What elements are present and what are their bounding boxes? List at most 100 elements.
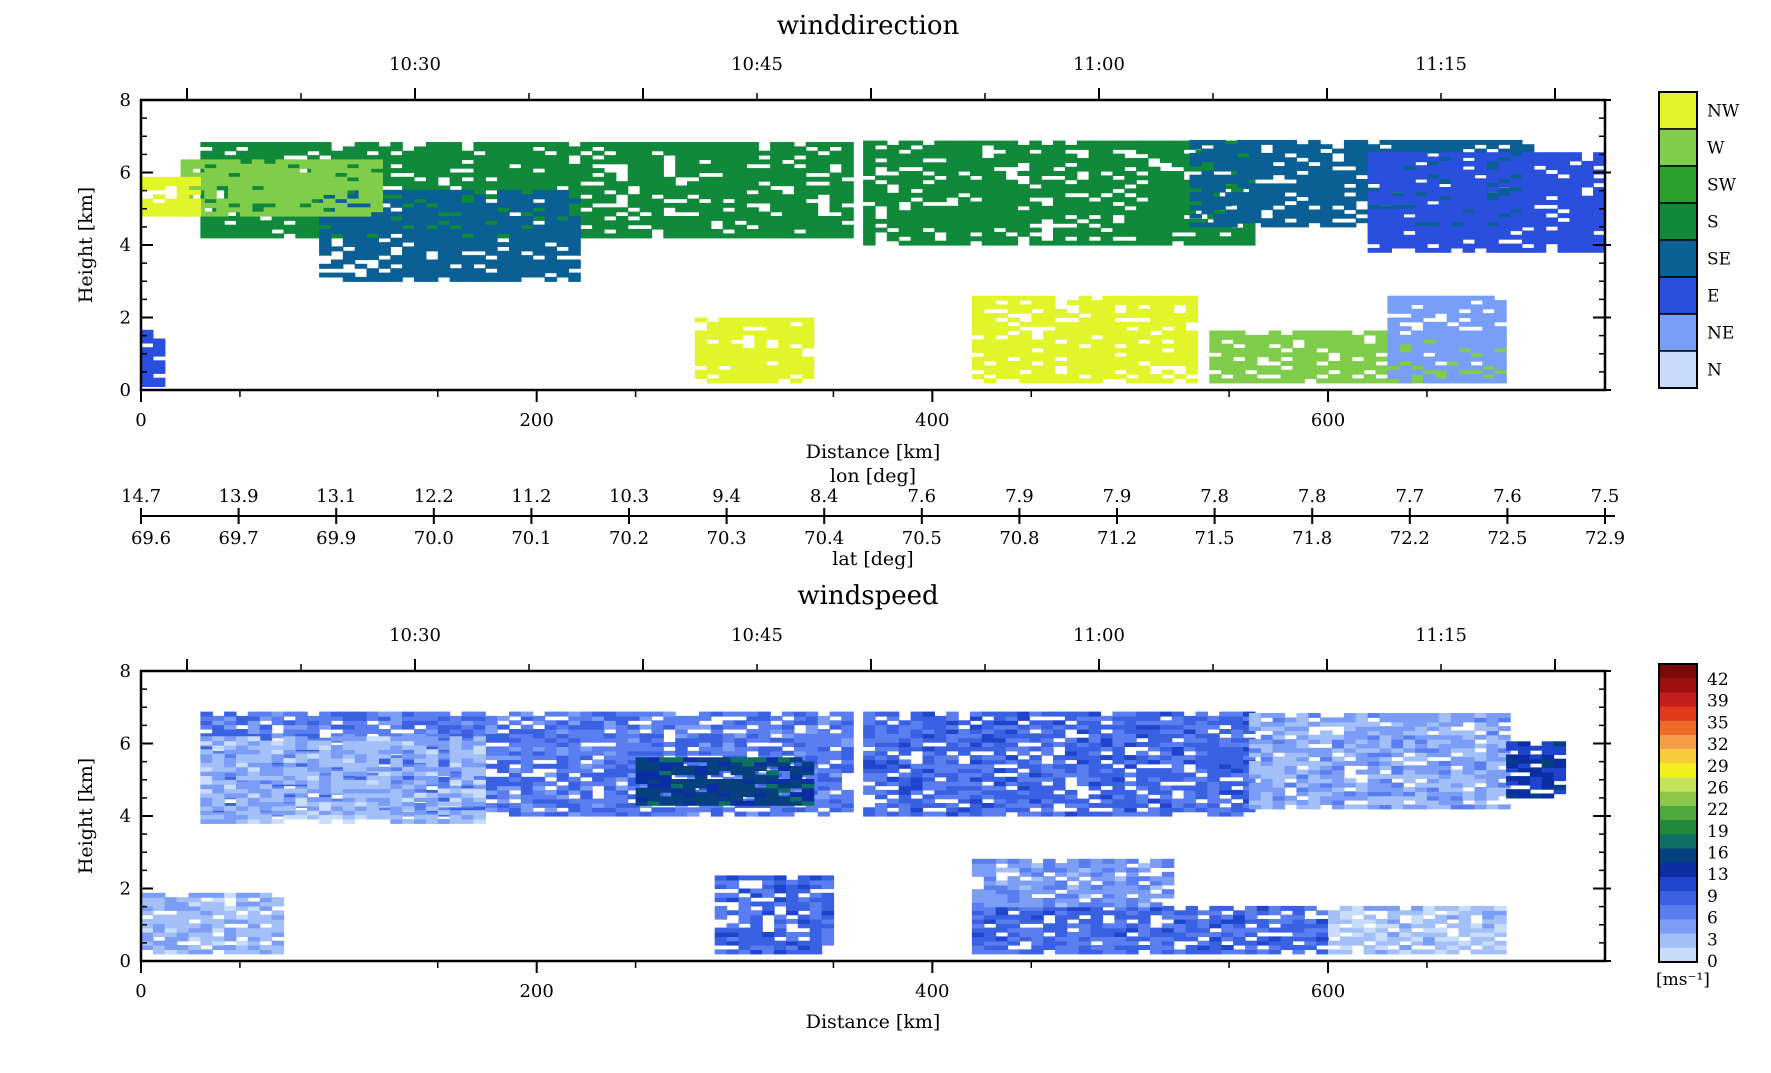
data-cell — [485, 794, 498, 800]
data-cell — [200, 216, 213, 221]
data-cell — [532, 798, 546, 804]
data-cell — [801, 317, 815, 323]
data-cell — [1292, 334, 1305, 340]
data-cell — [1581, 217, 1594, 223]
data-cell — [544, 163, 558, 169]
data-cell — [1462, 139, 1476, 145]
data-cell — [1593, 234, 1606, 240]
data-cell — [1078, 304, 1092, 310]
data-cell — [1470, 339, 1483, 345]
data-cell — [1189, 196, 1202, 202]
data-cell — [1112, 140, 1125, 146]
data-cell — [568, 768, 581, 774]
data-cell — [1581, 230, 1594, 236]
data-cell — [1041, 214, 1054, 220]
data-cell — [390, 202, 403, 208]
data-cell — [1474, 148, 1487, 154]
data-cell — [330, 216, 344, 221]
data-cell — [354, 263, 368, 269]
data-cell — [934, 166, 947, 172]
data-cell — [239, 189, 253, 195]
data-cell — [1171, 140, 1185, 146]
data-cell — [663, 176, 676, 182]
data-cell — [1053, 162, 1066, 168]
data-cell — [993, 205, 1007, 211]
data-cell — [1260, 183, 1274, 189]
data-cell — [1545, 152, 1559, 158]
data-cell — [497, 768, 510, 774]
data-cell — [1159, 210, 1173, 216]
data-cell — [1233, 369, 1246, 375]
data-cell — [1458, 321, 1472, 327]
data-cell — [1055, 321, 1068, 327]
data-cell — [556, 259, 569, 265]
data-cell — [544, 276, 558, 282]
data-cell — [1355, 179, 1369, 184]
data-cell — [200, 715, 213, 721]
data-cell — [1066, 343, 1080, 349]
data-cell — [1438, 196, 1452, 202]
data-cell — [1292, 356, 1305, 362]
data-cell — [556, 733, 569, 739]
data-cell — [354, 142, 368, 147]
data-cell — [311, 189, 324, 195]
data-cell — [983, 352, 997, 358]
data-cell — [1438, 179, 1452, 184]
data-cell — [299, 194, 312, 200]
data-cell — [910, 162, 924, 168]
data-cell — [1055, 347, 1068, 353]
data-cell — [1470, 369, 1483, 375]
data-cell — [437, 759, 451, 765]
data-cell — [556, 242, 569, 247]
data-cell — [1438, 221, 1452, 227]
time-label: 11:15 — [1415, 54, 1467, 75]
data-cell — [1272, 139, 1286, 145]
data-cell — [568, 711, 581, 717]
data-cell — [509, 772, 522, 778]
data-cell — [378, 233, 391, 239]
data-cell — [1201, 192, 1214, 198]
data-cell — [224, 733, 237, 739]
data-cell — [1284, 161, 1297, 167]
data-cell — [485, 763, 498, 769]
data-cell — [366, 250, 379, 256]
data-cell — [485, 207, 498, 213]
data-cell — [1379, 191, 1392, 197]
data-cell — [497, 255, 510, 261]
data-cell — [1076, 231, 1090, 237]
data-cell — [993, 188, 1007, 194]
data-cell — [801, 374, 815, 379]
data-cell — [520, 224, 534, 230]
data-cell — [334, 189, 348, 195]
data-cell — [402, 163, 415, 169]
data-cell — [1150, 308, 1163, 314]
data-cell — [532, 750, 546, 756]
data-cell — [958, 227, 971, 233]
data-cell — [1426, 195, 1440, 201]
data-cell — [770, 224, 783, 230]
data-cell — [580, 785, 593, 791]
data-cell — [841, 207, 854, 213]
data-cell — [910, 184, 924, 190]
data-cell — [710, 750, 724, 756]
data-cell — [366, 272, 379, 278]
data-cell — [958, 223, 971, 229]
data-cell — [342, 724, 356, 730]
data-cell — [275, 176, 288, 182]
data-cell — [1150, 334, 1163, 340]
data-cell — [1256, 378, 1270, 384]
data-cell — [532, 207, 546, 213]
data-cell — [1482, 326, 1495, 332]
data-cell — [1076, 188, 1090, 194]
data-cell — [1221, 352, 1234, 358]
data-cell — [1185, 347, 1199, 353]
data-cell — [580, 720, 593, 726]
data-cell — [1007, 365, 1020, 371]
data-cell — [437, 250, 451, 256]
data-cell — [1521, 178, 1535, 184]
data-cell — [1076, 197, 1090, 203]
data-cell — [1161, 343, 1175, 349]
data-cell — [958, 231, 971, 237]
data-cell — [580, 168, 593, 174]
data-cell — [1043, 330, 1056, 336]
